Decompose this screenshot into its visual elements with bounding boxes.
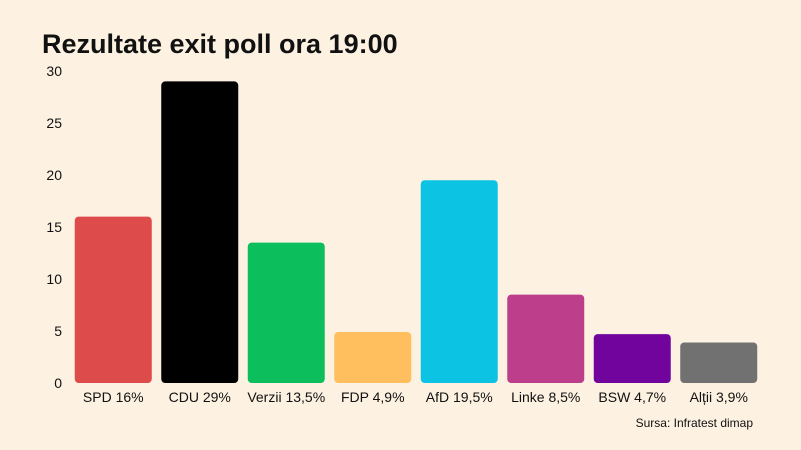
x-category-label: Verzii 13,5%: [247, 389, 325, 405]
bar-3: [334, 332, 412, 383]
bar-0: [74, 216, 152, 383]
x-category-label: CDU 29%: [169, 389, 231, 405]
y-tick-label: 25: [46, 115, 62, 131]
x-category-label: SPD 16%: [83, 389, 144, 405]
y-tick-label: 5: [54, 323, 62, 339]
x-category-label: BSW 4,7%: [598, 389, 666, 405]
bar-4: [420, 180, 498, 383]
y-tick-label: 15: [46, 219, 62, 235]
y-tick-label: 20: [46, 167, 62, 183]
bar-6: [593, 334, 671, 383]
y-tick-label: 0: [54, 375, 62, 391]
x-category-label: Linke 8,5%: [511, 389, 580, 405]
bar-2: [247, 242, 325, 383]
y-tick-label: 30: [46, 63, 62, 79]
source-note: Sursa: Infratest dimap: [635, 416, 753, 430]
bar-1: [161, 81, 239, 384]
x-category-label: FDP 4,9%: [341, 389, 405, 405]
y-tick-label: 10: [46, 271, 62, 287]
chart-title: Rezultate exit poll ora 19:00: [42, 29, 398, 59]
bar-5: [507, 294, 585, 383]
bar-7: [680, 342, 758, 383]
x-category-label: AfD 19,5%: [426, 389, 493, 405]
x-category-label: Alții 3,9%: [690, 389, 748, 405]
